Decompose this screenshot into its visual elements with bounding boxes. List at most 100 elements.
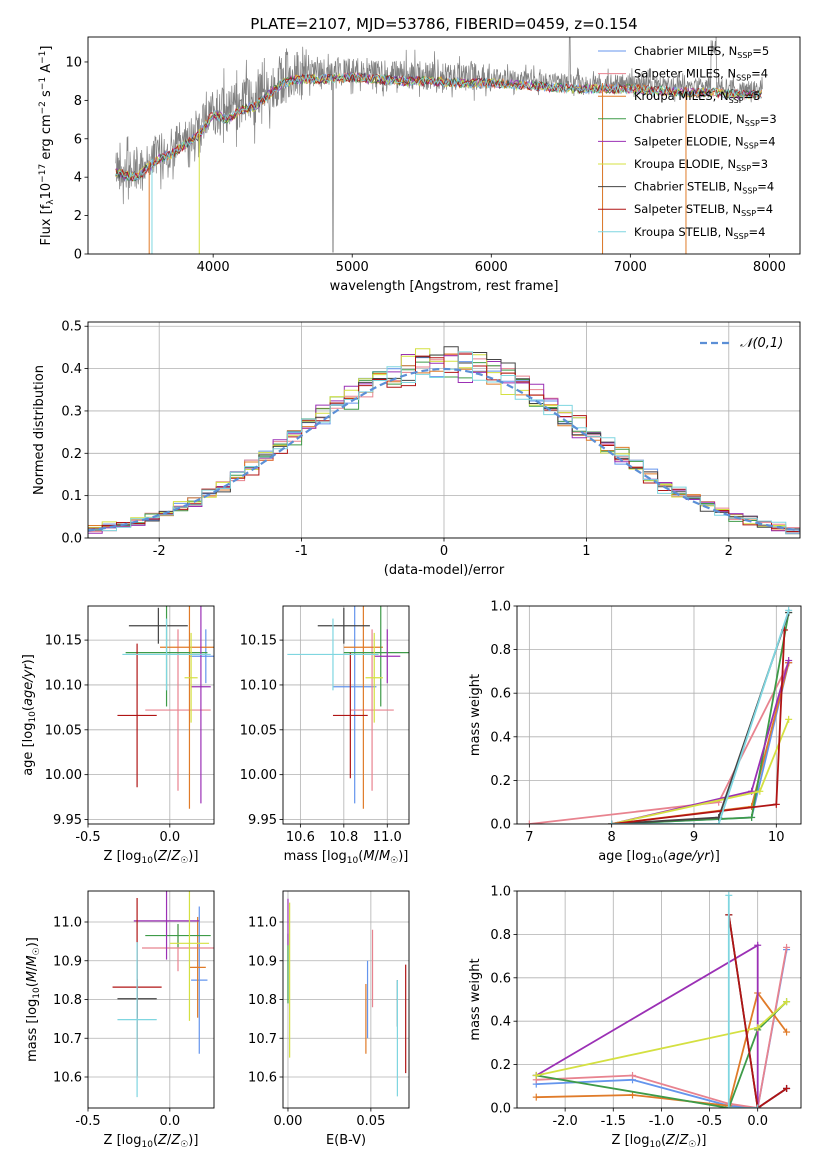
y-tick-label: 4 <box>74 171 82 186</box>
x-axis-label: Z [log10(Z/Z☉)] <box>612 1133 707 1150</box>
y-tick-label: 0.4 <box>490 1015 511 1030</box>
axes-frame <box>87 890 215 1109</box>
panel-mass_vs_Z: -0.5 0.0 10.6 10.7 10.8 10.9 11.0 Z [log10(Z/Z☉… <box>25 890 215 1150</box>
axes-frame <box>87 36 801 255</box>
panel-mass_vs_ebv: 0.00 0.05 10.6 10.7 10.8 10.9 11.0 E(B-V) <box>248 890 410 1148</box>
weight-series <box>611 629 786 824</box>
y-tick-label: 11.0 <box>248 916 277 931</box>
x-tick-label: 10.6 <box>286 830 315 845</box>
figure-title: PLATE=2107, MJD=53786, FIBERID=0459, z=0… <box>250 15 637 33</box>
x-tick-label: 0.0 <box>159 830 180 845</box>
y-tick-label: 10.6 <box>248 1071 277 1086</box>
legend-label: Kroupa STELIB, NSSP=4 <box>634 225 766 241</box>
x-axis-label: Z [log10(Z/Z☉)] <box>104 849 199 866</box>
x-tick-label: -0.5 <box>75 830 100 845</box>
x-tick-label: -1 <box>295 544 308 559</box>
panel-spectrum: 4000 5000 6000 7000 8000 0 2 4 6 8 10 wavelength [A… <box>38 36 801 294</box>
x-tick-label: 9 <box>690 830 698 845</box>
x-tick-label: 7000 <box>614 260 647 275</box>
weight-series <box>611 610 790 824</box>
x-tick-label: 11.0 <box>373 830 402 845</box>
plot-area <box>517 606 801 824</box>
axes-frame <box>516 605 802 825</box>
y-tick-label: 0.8 <box>490 928 511 943</box>
plot-area <box>517 891 801 1108</box>
weight-series <box>611 612 790 824</box>
y-tick-label: 1.0 <box>490 885 511 900</box>
y-axis-label: mass weight <box>468 958 483 1040</box>
y-axis-label: age [log10(age/yr)] <box>21 654 38 776</box>
x-tick-label: 5000 <box>336 260 369 275</box>
weight-series <box>727 895 758 1108</box>
panel-weights_vs_Z: -2.0 -1.5 -1.0 -0.5 0.0 0.0 0.2 0.4 0.6 0.8 1.0 Z [… <box>468 885 802 1150</box>
axes-frame <box>516 890 802 1109</box>
x-tick-label: 0.00 <box>273 1114 302 1129</box>
x-tick-label: 7 <box>525 830 533 845</box>
legend-label: Chabrier MILES, NSSP=5 <box>634 44 769 60</box>
legend: Chabrier MILES, NSSP=5 Salpeter MILES, NS… <box>598 44 777 241</box>
y-tick-label: 10 <box>65 55 82 70</box>
y-tick-label: 10.15 <box>240 634 277 649</box>
axes-frame <box>87 321 801 539</box>
x-tick-label: -1.0 <box>649 1114 674 1129</box>
x-axis-label: mass [log10(M/M☉)] <box>284 849 409 866</box>
y-tick-label: 0.2 <box>61 447 82 462</box>
weight-series <box>611 662 790 824</box>
x-tick-label: -2 <box>153 544 166 559</box>
y-axis-label: mass weight <box>468 674 483 756</box>
x-tick-label: 0.05 <box>356 1114 385 1129</box>
y-tick-label: 0.2 <box>490 1058 511 1073</box>
y-axis-label: Flux [fλ10−17 erg cm−2 s−1 A−1] <box>38 46 56 246</box>
panel-age_vs_mass: 10.6 10.8 11.0 9.95 10.00 10.05 10.10 10.15 mass… <box>240 605 410 866</box>
y-tick-label: 0.6 <box>490 687 511 702</box>
legend-label: Salpeter STELIB, NSSP=4 <box>634 202 773 218</box>
y-tick-label: 0.4 <box>61 362 82 377</box>
model-spectrum <box>115 72 762 182</box>
x-tick-label: 10.8 <box>329 830 358 845</box>
y-tick-label: 1.0 <box>490 600 511 615</box>
y-tick-label: 0 <box>74 248 82 263</box>
y-tick-label: 10.9 <box>53 954 82 969</box>
axes-frame <box>87 605 215 825</box>
y-tick-label: 11.0 <box>53 916 82 931</box>
x-tick-label: -2.0 <box>552 1114 577 1129</box>
model-spectrum <box>115 72 762 182</box>
weight-series <box>529 662 790 824</box>
x-axis-label: Z [log10(Z/Z☉)] <box>104 1133 199 1150</box>
weight-series <box>611 660 790 824</box>
y-tick-label: 10.7 <box>248 1032 277 1047</box>
y-tick-label: 8 <box>74 94 82 109</box>
x-tick-label: 4000 <box>197 260 230 275</box>
y-tick-label: 10.9 <box>248 954 277 969</box>
y-tick-label: 10.10 <box>45 678 82 693</box>
y-tick-label: 10.05 <box>45 723 82 738</box>
weight-series <box>611 662 790 824</box>
y-tick-label: 10.00 <box>240 768 277 783</box>
y-tick-label: 10.00 <box>45 768 82 783</box>
x-tick-label: 8 <box>608 830 616 845</box>
y-tick-label: 0.4 <box>490 730 511 745</box>
legend-label: Salpeter ELODIE, NSSP=4 <box>634 134 776 150</box>
y-tick-label: 10.8 <box>53 993 82 1008</box>
x-axis-label: (data-model)/error <box>384 563 505 578</box>
normal-curve <box>88 367 800 532</box>
y-tick-label: 0.1 <box>61 489 82 504</box>
y-tick-label: 9.95 <box>53 813 82 828</box>
y-tick-label: 0.5 <box>61 320 82 335</box>
weight-series <box>727 914 788 1108</box>
y-axis-label: mass [log10(M/M☉)] <box>25 937 42 1062</box>
x-tick-label: 10 <box>768 830 785 845</box>
x-tick-label: 0 <box>440 544 448 559</box>
axes-frame <box>282 605 410 825</box>
plot-area <box>88 606 214 824</box>
y-tick-label: 0.8 <box>490 643 511 658</box>
panel-residuals: -2 -1 0 1 2 0.0 0.1 0.2 0.3 0.4 0.5 (data-model)/er… <box>32 320 801 578</box>
legend-label: Kroupa MILES, NSSP=5 <box>634 89 761 105</box>
x-tick-label: 1 <box>582 544 590 559</box>
plot-area <box>283 606 409 824</box>
y-tick-label: 6 <box>74 132 82 147</box>
y-tick-label: 9.95 <box>248 813 277 828</box>
y-tick-label: 10.7 <box>53 1032 82 1047</box>
